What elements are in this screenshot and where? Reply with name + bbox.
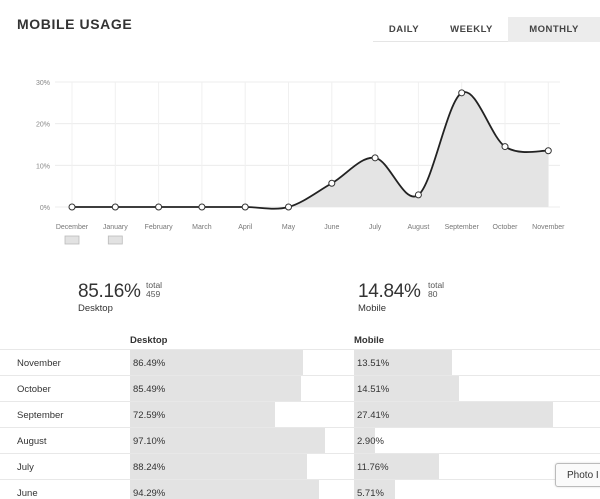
table-row: June 94.29% 5.71%	[0, 479, 600, 499]
mobile-value: 14.51%	[357, 384, 390, 395]
desktop-bar	[130, 480, 319, 499]
range-tabs: DAILY WEEKLY MONTHLY	[373, 17, 600, 42]
year-marker-icon	[64, 235, 80, 245]
desktop-bar	[130, 350, 303, 375]
table-row: July 88.24% 11.76%	[0, 453, 600, 479]
x-tick-label: June	[324, 224, 339, 231]
data-point	[544, 147, 552, 155]
mobile-bar	[354, 480, 395, 499]
mobile-percent: 14.84%	[358, 281, 421, 302]
mobile-bar	[354, 402, 553, 427]
data-point	[155, 203, 163, 211]
tab-weekly[interactable]: WEEKLY	[450, 24, 493, 35]
desktop-bar	[130, 402, 275, 427]
desktop-total-label: total	[146, 280, 163, 290]
x-tick-label: March	[192, 224, 212, 231]
data-point	[458, 89, 466, 97]
data-point	[371, 154, 379, 162]
mobile-label: Mobile	[358, 303, 386, 314]
tab-monthly[interactable]: MONTHLY	[508, 17, 600, 42]
mobile-value: 5.71%	[357, 488, 384, 499]
mobile-total: 80	[428, 289, 438, 299]
y-axis-ticks: 0% 10% 20% 30%	[36, 80, 50, 212]
x-axis-labels: December January February March April May June…	[56, 224, 565, 231]
mobile-stat: 14.84% total 80 Mobile	[358, 281, 444, 315]
x-tick-label: April	[238, 224, 252, 231]
chart-area	[72, 91, 549, 209]
row-month: September	[17, 410, 64, 421]
row-month: October	[17, 384, 51, 395]
column-header-desktop: Desktop	[130, 335, 168, 346]
usage-chart: 0% 10% 20% 30% December January February March…	[36, 80, 565, 245]
column-header-mobile: Mobile	[354, 335, 385, 346]
desktop-percent: 85.16%	[78, 281, 141, 302]
chart-points	[68, 89, 552, 211]
desktop-value: 88.24%	[133, 462, 166, 473]
desktop-total: 459	[146, 289, 161, 299]
usage-table: November 86.49% 13.51% October 85.49% 14…	[0, 349, 600, 499]
desktop-bar	[130, 376, 301, 401]
data-point	[111, 203, 119, 211]
row-month: August	[17, 436, 47, 447]
x-tick-label: July	[369, 224, 382, 231]
y-tick-label: 30%	[36, 80, 50, 87]
data-point	[241, 203, 249, 211]
mobile-total-label: total	[428, 280, 445, 290]
mobile-bar	[354, 350, 452, 375]
mobile-value: 2.90%	[357, 436, 384, 447]
row-month: July	[17, 462, 34, 473]
x-tick-label: May	[282, 224, 296, 231]
page-title: MOBILE USAGE	[17, 16, 133, 32]
x-tick-label: October	[493, 224, 519, 231]
data-point	[285, 203, 292, 211]
mobile-bar	[354, 376, 459, 401]
mobile-value: 11.76%	[357, 462, 389, 473]
chart-extras	[64, 235, 123, 245]
y-tick-label: 0%	[40, 205, 50, 212]
row-month: November	[17, 358, 61, 369]
mobile-bar	[354, 454, 439, 479]
table-row: November 86.49% 13.51%	[0, 349, 600, 375]
tab-daily[interactable]: DAILY	[388, 24, 420, 35]
desktop-value: 94.29%	[133, 488, 166, 499]
table-row: August 97.10% 2.90%	[0, 427, 600, 453]
data-point	[328, 179, 336, 187]
table-row: October 85.49% 14.51%	[0, 375, 600, 401]
desktop-bar	[130, 428, 325, 453]
mobile-value: 13.51%	[357, 358, 390, 369]
y-tick-label: 10%	[36, 163, 50, 170]
table-row: September 72.59% 27.41%	[0, 401, 600, 427]
desktop-value: 86.49%	[133, 358, 166, 369]
desktop-label: Desktop	[78, 303, 113, 314]
row-month: June	[17, 488, 38, 499]
desktop-value: 85.49%	[133, 384, 166, 395]
data-point	[198, 203, 206, 211]
x-tick-label: January	[103, 224, 128, 231]
desktop-value: 72.59%	[133, 410, 166, 421]
data-point	[414, 191, 422, 199]
photo-button[interactable]: Photo I	[555, 463, 600, 487]
desktop-stat: 85.16% total 459 Desktop	[78, 281, 162, 315]
desktop-bar	[130, 454, 307, 479]
year-marker-icon	[107, 235, 123, 245]
x-tick-label: August	[408, 224, 430, 231]
x-tick-label: February	[145, 224, 174, 231]
mobile-bar	[354, 428, 375, 453]
y-tick-label: 20%	[36, 122, 50, 129]
desktop-value: 97.10%	[133, 436, 166, 447]
x-tick-label: November	[532, 224, 565, 231]
x-tick-label: September	[445, 224, 480, 231]
data-point	[68, 203, 76, 211]
data-point	[501, 143, 509, 151]
mobile-value: 27.41%	[357, 410, 390, 421]
x-tick-label: December	[56, 224, 89, 231]
